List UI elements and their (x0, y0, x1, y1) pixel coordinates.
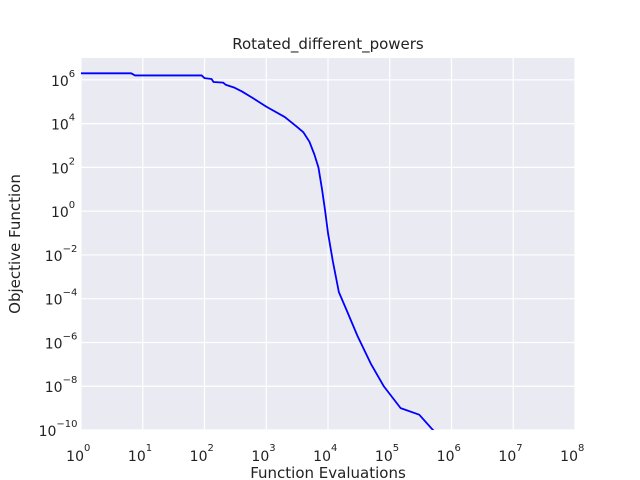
y-tick-label: 10 −4 (45, 288, 78, 309)
y-tick-label: 10 4 (51, 113, 75, 134)
y-tick-base: 10 (45, 249, 63, 265)
x-tick-base: 10 (128, 449, 146, 465)
x-tick-label: 100 (66, 443, 90, 465)
y-axis-label: Objective Function (6, 174, 24, 314)
x-tick-label: 105 (375, 443, 399, 465)
series-group (81, 72, 435, 430)
x-tick-exponent: 3 (269, 443, 275, 454)
x-tick-label: 102 (190, 443, 214, 465)
y-tick-exponent: 2 (69, 156, 75, 167)
y-tick-base: 10 (51, 118, 69, 134)
x-tick-exponent: 7 (516, 443, 522, 454)
x-tick-exponent: 4 (331, 443, 337, 454)
y-tick-exponent: −8 (63, 375, 78, 386)
y-tick-base: 10 (39, 424, 57, 440)
x-tick-label: 106 (437, 443, 461, 465)
y-tick-exponent: 6 (69, 69, 75, 80)
x-tick-exponent: 6 (455, 443, 461, 454)
y-tick-label: 10 6 (51, 69, 75, 90)
x-tick-base: 10 (251, 449, 269, 465)
y-tick-exponent: −2 (63, 244, 78, 255)
x-tick-label: 107 (498, 443, 522, 465)
y-tick-label: 10 −8 (45, 375, 78, 396)
grid (80, 58, 576, 431)
x-tick-exponent: 8 (578, 443, 584, 454)
y-tick-base: 10 (45, 336, 63, 352)
series-line (81, 72, 435, 430)
y-tick-label: 10 2 (51, 156, 75, 177)
y-tick-base: 10 (45, 380, 63, 396)
x-tick-base: 10 (375, 449, 393, 465)
x-tick-label: 101 (128, 443, 152, 465)
x-tick-base: 10 (66, 449, 84, 465)
x-tick-label: 108 (560, 443, 584, 465)
x-tick-exponent: 5 (393, 443, 399, 454)
y-tick-exponent: −6 (63, 331, 78, 342)
x-tick-label: 104 (313, 443, 337, 465)
x-tick-base: 10 (313, 449, 331, 465)
y-tick-base: 10 (51, 161, 69, 177)
y-tick-label: 10 −10 (39, 419, 78, 440)
y-tick-exponent: −4 (63, 288, 78, 299)
y-tick-base: 10 (51, 74, 69, 90)
y-tick-exponent: −10 (56, 419, 77, 430)
chart-title: Rotated_different_powers (232, 35, 424, 54)
y-tick-base: 10 (51, 205, 69, 221)
y-tick-label: 10 −2 (45, 244, 78, 265)
x-tick-base: 10 (437, 449, 455, 465)
y-tick-label: 10 −6 (45, 331, 78, 352)
x-tick-base: 10 (560, 449, 578, 465)
y-tick-exponent: 0 (69, 200, 75, 211)
x-tick-exponent: 2 (208, 443, 214, 454)
x-tick-base: 10 (190, 449, 208, 465)
x-tick-exponent: 1 (146, 443, 152, 454)
y-tick-exponent: 4 (69, 113, 75, 124)
x-tick-label: 103 (251, 443, 275, 465)
y-tick-base: 10 (45, 293, 63, 309)
x-tick-exponent: 0 (84, 443, 90, 454)
x-tick-base: 10 (498, 449, 516, 465)
x-axis-label: Function Evaluations (250, 464, 406, 480)
y-tick-label: 10 0 (51, 200, 75, 221)
